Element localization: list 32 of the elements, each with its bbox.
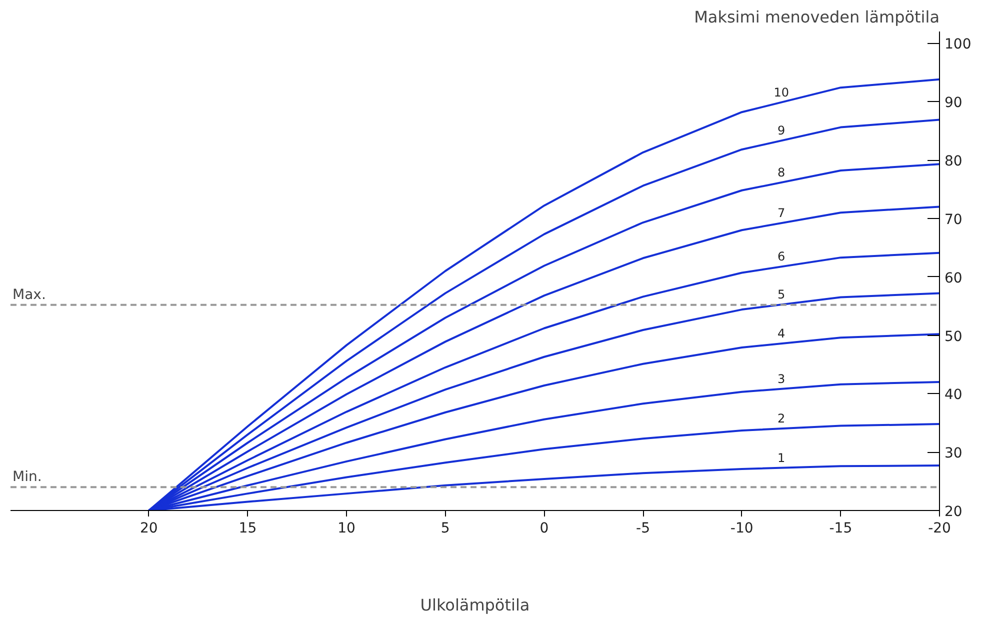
x-tick-label: -5: [636, 520, 650, 536]
x-tick-label: -10: [730, 520, 754, 536]
x-axis-title: Ulkolämpötila: [420, 596, 530, 614]
series-label: 1: [778, 450, 786, 465]
x-tick-label: 10: [338, 520, 356, 536]
ref-line-label: Max.: [12, 286, 46, 303]
series-label: 10: [774, 85, 790, 100]
series-label: 4: [778, 326, 786, 341]
x-tick-label: 20: [140, 520, 158, 536]
series-label: 8: [778, 165, 786, 180]
series-label: 7: [778, 206, 786, 220]
y-tick-label: 30: [944, 446, 962, 462]
y-tick-label: 70: [944, 212, 962, 228]
x-tick-label: 5: [440, 520, 450, 536]
series-label: 6: [778, 250, 786, 264]
y-tick-label: 60: [944, 270, 962, 286]
y-tick-label: 40: [944, 387, 962, 404]
y-tick-label: 90: [944, 95, 962, 112]
series-label: 5: [778, 288, 786, 302]
x-tick-label: -15: [829, 520, 852, 536]
y-tick-label: 20: [944, 504, 962, 520]
ref-line-label: Min.: [12, 469, 42, 486]
y-tick-label: 50: [944, 328, 962, 345]
series-label: 2: [778, 412, 786, 426]
series-label: 3: [778, 372, 786, 386]
y-axis-title: Maksimi menoveden lämpötila: [694, 8, 940, 26]
y-tick-label: 100: [944, 36, 972, 53]
y-tick-label: 80: [944, 154, 962, 170]
series-label: 9: [778, 124, 786, 138]
x-tick-label: -20: [928, 520, 951, 536]
x-tick-label: 0: [540, 520, 549, 536]
x-tick-label: 15: [238, 520, 257, 536]
